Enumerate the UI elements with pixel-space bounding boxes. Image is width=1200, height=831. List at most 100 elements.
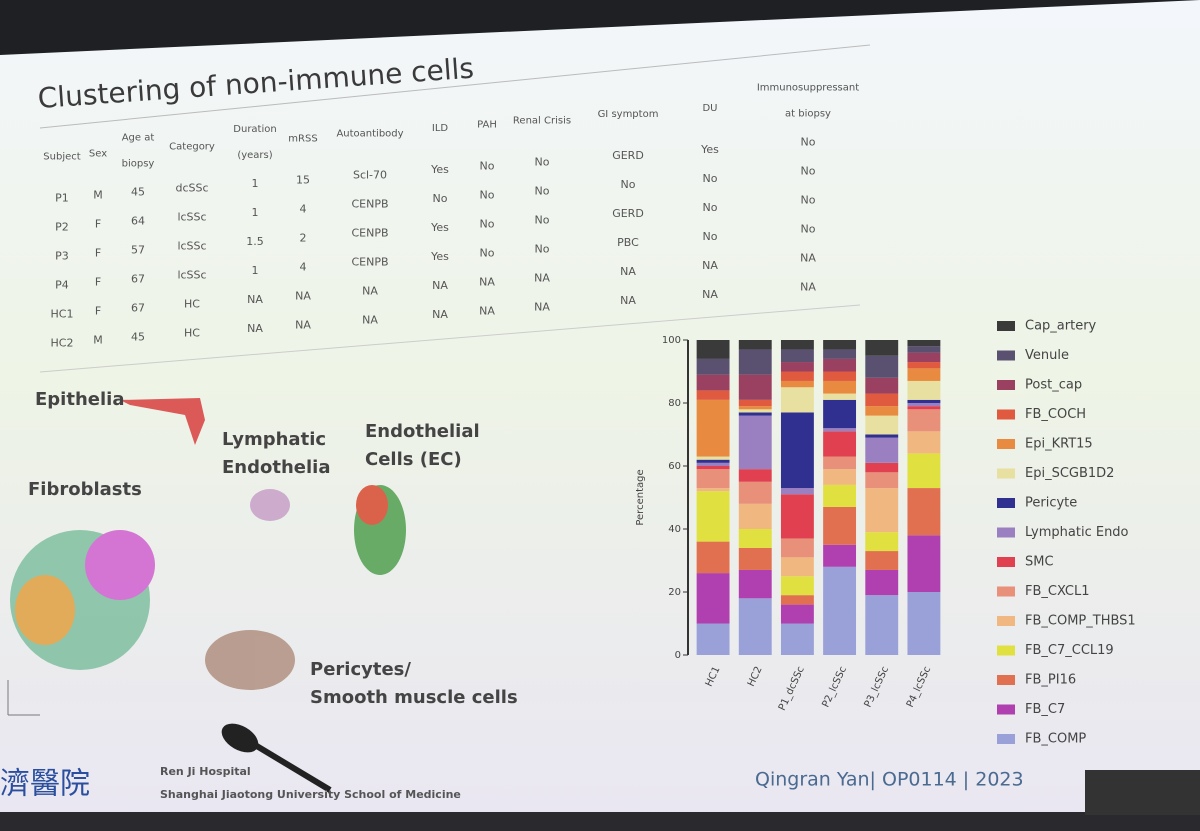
bar-segment [780,371,814,381]
bar-segment [696,374,730,391]
bar-segment [780,557,814,577]
table-header: PAH [477,119,497,130]
table-cell: P1 [55,191,69,204]
bar-segment [865,434,899,438]
bar-segment [865,355,899,378]
table-cell: lcSSc [177,240,206,253]
table-cell: 45 [131,186,145,199]
bar-segment [907,431,941,454]
bar-segment [865,595,899,655]
bar-segment [780,349,814,363]
bar-segment [696,573,730,624]
table-header: Subject [43,151,80,162]
table-cell: M [93,189,103,202]
bar-segment [823,340,857,350]
table-cell: No [801,135,816,148]
bar-segment [823,393,857,400]
bar-segment [696,491,730,542]
legend-label: SMC [1025,555,1054,570]
bar-segment [823,506,857,545]
table-cell: 15 [296,173,310,186]
table-cell: HC2 [51,336,74,349]
y-tick-label: 80 [668,398,681,409]
bar-segment [865,415,899,435]
y-tick-label: 100 [662,335,681,346]
legend-swatch [997,557,1015,567]
y-tick-label: 40 [668,524,681,535]
table-header: (years) [237,150,272,161]
table-cell: CENPB [351,197,388,210]
bar-segment [696,340,730,359]
table-cell: No [801,164,816,177]
table-cell: F [95,247,101,260]
bar-segment [823,484,857,507]
bar-segment [907,340,941,347]
logo-text: 濟醫院 [0,767,90,802]
table-cell: NA [362,284,378,297]
legend-label: Venule [1025,348,1069,363]
bar-segment [696,399,730,457]
table-cell: 45 [131,331,145,344]
table-cell: Yes [430,163,449,176]
bar-segment [696,541,730,574]
table-cell: NA [534,300,550,313]
table-cell: No [535,213,550,226]
credit: Qingran Yan| OP0114 | 2023 [755,769,1024,791]
legend-label: FB_PI16 [1025,673,1076,688]
bar-segment [907,535,941,592]
bar-segment [738,374,772,400]
bar-segment [865,488,899,533]
bar-segment [865,462,899,473]
bar-segment [907,488,941,536]
table-cell: Yes [430,221,449,234]
table-header: GI symptom [598,109,659,120]
bar-segment [696,469,730,489]
table-cell: P4 [55,278,69,291]
bar-segment [907,346,941,353]
table-cell: 2 [300,231,307,244]
bar-segment [865,532,899,552]
bar-segment [823,380,857,394]
bar-segment [780,412,814,489]
table-cell: NA [295,318,311,331]
bar-segment [907,352,941,363]
bar-segment [738,399,772,407]
table-cell: 64 [131,215,145,228]
bar-segment [738,415,772,470]
bar-segment [823,431,857,457]
table-cell: No [535,242,550,255]
table-cell: No [703,230,718,243]
cluster-label: Epithelia [35,389,124,410]
dark-bottom-edge [0,812,1200,831]
legend-swatch [997,350,1015,361]
legend-label: Pericyte [1025,496,1077,511]
table-cell: NA [479,304,495,317]
y-tick-label: 20 [668,587,681,598]
table-cell: CENPB [351,226,388,239]
bar-segment [907,453,941,489]
bar-segment [780,538,814,558]
table-header: mRSS [288,133,317,144]
bar-segment [738,340,772,350]
bar-segment [907,592,941,655]
legend-label: FB_CXCL1 [1025,584,1090,599]
bar-segment [738,547,772,570]
table-cell: 57 [131,244,145,257]
bar-segment [907,368,941,381]
bar-segment [696,358,730,375]
table-cell: NA [702,288,718,301]
bar-segment [907,362,941,369]
bar-segment [780,595,814,605]
table-cell: M [93,334,103,347]
table-cell: P3 [55,249,69,262]
bar-segment [738,412,772,416]
bar-segment [780,576,814,596]
y-tick-label: 60 [668,461,681,472]
table-cell: No [703,172,718,185]
table-cell: No [480,246,495,259]
legend-label: Epi_KRT15 [1025,437,1093,452]
legend-swatch [997,675,1015,685]
legend-swatch [997,380,1015,390]
legend-swatch [997,321,1015,331]
